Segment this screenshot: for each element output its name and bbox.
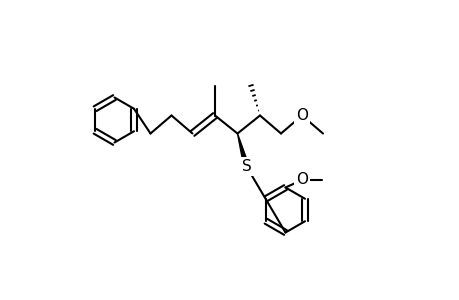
Text: S: S <box>241 159 251 174</box>
Text: O: O <box>295 172 308 188</box>
Text: O: O <box>295 108 308 123</box>
Polygon shape <box>237 134 249 167</box>
